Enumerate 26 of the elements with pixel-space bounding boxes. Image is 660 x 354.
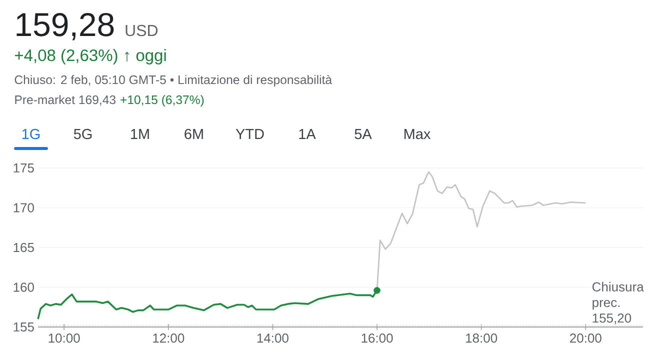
x-tick-label: 14:00	[257, 334, 288, 343]
x-tick-label: 10:00	[48, 334, 80, 343]
text: Max	[404, 129, 431, 140]
x-tick-label: 16:00	[362, 334, 393, 343]
text: Pre-market 169,43	[15, 95, 116, 106]
y-tick-label: 155	[14, 322, 34, 332]
x-tick-label: 18:00	[466, 334, 498, 343]
text: 1M	[131, 129, 149, 139]
y-tick-label: 175	[14, 163, 34, 173]
x-tick-label: 20:00	[570, 334, 602, 343]
text: 1G	[22, 128, 40, 140]
ref-line-label: Chiusura prec. 155,20	[592, 282, 644, 324]
text: YTD	[236, 129, 264, 139]
text: 5A	[354, 129, 372, 140]
text: 6M	[184, 128, 203, 140]
y-tick-label: 170	[14, 203, 34, 212]
text: +10,15 (6,37%)	[120, 95, 204, 107]
chart-subtitle: USD	[126, 24, 158, 36]
chart-title: 159,28	[16, 12, 114, 40]
y-tick-label: 165	[14, 242, 34, 252]
x-tick-label: 12:00	[153, 334, 184, 343]
text: 1A	[299, 129, 316, 139]
text: Chiuso: 2 feb, 05:10 GMT-5 • Limitazione di responsabilità	[14, 74, 332, 87]
text: 5G	[74, 128, 92, 140]
y-tick-label: 160	[14, 282, 34, 292]
text: +4,08 (2,63%) ↑ oggi	[15, 49, 166, 64]
